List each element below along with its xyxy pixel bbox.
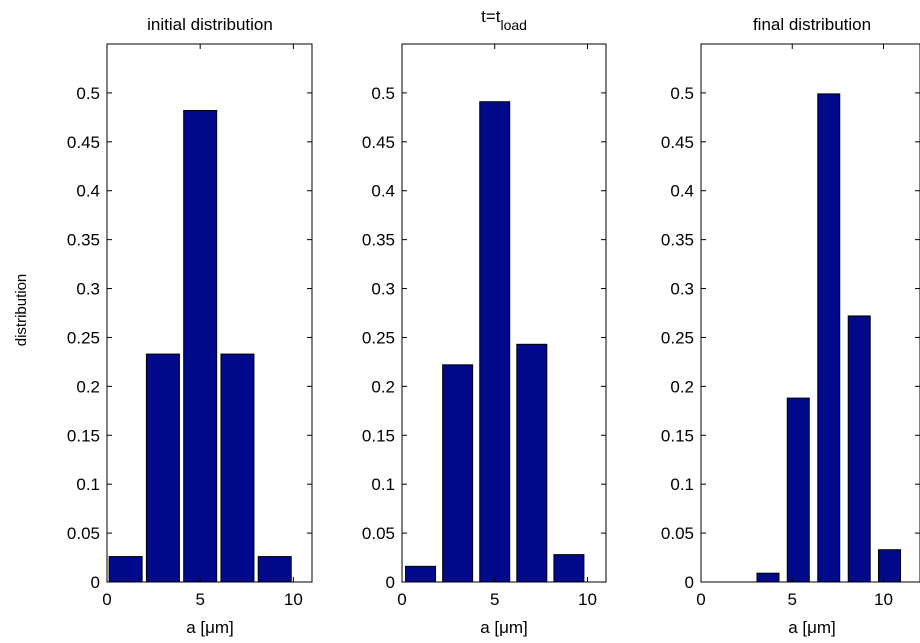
shared-y-axis-label: distribution	[13, 274, 30, 347]
bar	[257, 556, 292, 583]
x-tick-label: 0	[696, 590, 705, 609]
x-axis-label: a [μm]	[186, 618, 234, 637]
x-tick-label: 0	[397, 590, 406, 609]
bar	[405, 565, 437, 583]
y-tick-label: 0.15	[67, 426, 100, 445]
title-main: t=t	[481, 7, 501, 26]
bar	[145, 353, 180, 583]
bar	[786, 397, 810, 583]
panel-final: final distribution a [μm] 0 0.05 0.1 0.15 0.…	[661, 15, 920, 637]
bar	[516, 343, 548, 583]
y-tick-label: 0	[91, 573, 100, 592]
y-tick-label: 0.5	[670, 84, 694, 103]
bar	[108, 556, 143, 583]
x-tick-label: 10	[578, 590, 597, 609]
bar	[183, 110, 218, 583]
panel-title: t=tload	[481, 7, 527, 33]
y-tick-label: 0.4	[371, 182, 395, 201]
x-axis-label: a [μm]	[788, 618, 836, 637]
y-tick-label: 0.25	[67, 328, 100, 347]
x-axis-label: a [μm]	[480, 618, 528, 637]
title-subscript: load	[500, 17, 526, 33]
y-tick-label: 0.45	[67, 133, 100, 152]
y-tick-label: 0.5	[371, 84, 395, 103]
x-tick-label: 10	[284, 590, 303, 609]
x-tick-label: 5	[490, 590, 499, 609]
y-tick-label: 0.2	[371, 377, 395, 396]
bar	[756, 572, 780, 583]
panel-initial: initial distribution a [μm] 0 0.05 0.1 0.15…	[67, 15, 313, 637]
bar	[817, 93, 841, 583]
y-tick-label: 0.35	[661, 231, 694, 250]
y-tick-label: 0.45	[362, 133, 395, 152]
y-tick-label: 0.4	[670, 182, 694, 201]
y-tick-label: 0.5	[76, 84, 100, 103]
y-tick-label: 0.1	[670, 475, 694, 494]
y-tick-label: 0.25	[661, 328, 694, 347]
y-tick-label: 0	[685, 573, 694, 592]
bar	[442, 364, 474, 583]
panel-tload: t=tload a [μm] 0 0.05 0.1 0.15 0.2 0.25 0.3 0.3…	[362, 7, 607, 637]
y-tick-label: 0.35	[67, 231, 100, 250]
y-tick-label: 0.1	[371, 475, 395, 494]
bar	[479, 101, 511, 583]
y-tick-label: 0.05	[67, 524, 100, 543]
y-tick-label: 0.15	[362, 426, 395, 445]
y-tick-label: 0.4	[76, 182, 100, 201]
y-tick-label: 0.35	[362, 231, 395, 250]
y-tick-label: 0.2	[670, 377, 694, 396]
bar	[553, 554, 585, 583]
x-tick-label: 0	[102, 590, 111, 609]
y-tick-label: 0.3	[76, 280, 100, 299]
y-tick-label: 0.25	[362, 328, 395, 347]
y-tick-label: 0.05	[362, 524, 395, 543]
y-tick-label: 0.3	[670, 280, 694, 299]
bar	[220, 353, 255, 583]
plot-area	[700, 43, 920, 583]
y-tick-label: 0.45	[661, 133, 694, 152]
y-tick-label: 0	[386, 573, 395, 592]
panel-title: initial distribution	[147, 15, 273, 34]
y-tick-label: 0.2	[76, 377, 100, 396]
y-tick-label: 0.3	[371, 280, 395, 299]
y-tick-label: 0.05	[661, 524, 694, 543]
x-tick-label: 5	[788, 590, 797, 609]
y-tick-label: 0.15	[661, 426, 694, 445]
bar	[847, 315, 871, 583]
x-tick-label: 10	[874, 590, 893, 609]
y-tick-label: 0.1	[76, 475, 100, 494]
bar	[878, 549, 902, 583]
x-tick-label: 5	[195, 590, 204, 609]
panel-title: final distribution	[753, 15, 871, 34]
